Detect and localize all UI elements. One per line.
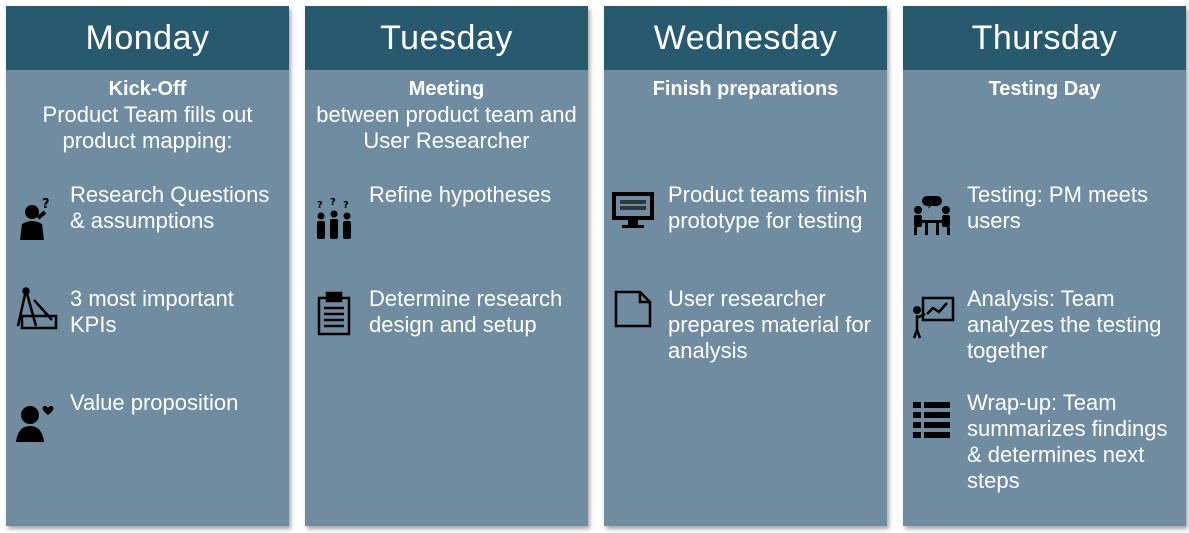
list-item: Refine hypotheses <box>369 182 552 207</box>
day-header: Monday <box>6 6 289 70</box>
svg-text:?: ? <box>317 200 323 211</box>
day-header: Wednesday <box>604 6 887 70</box>
column-thursday: Thursday Testing Day Testing: PM meets u… <box>903 6 1186 526</box>
column-monday: Monday Kick-Off Product Team fills out p… <box>6 6 289 526</box>
day-header: Thursday <box>903 6 1186 70</box>
presentation-icon <box>909 294 955 340</box>
list-icon <box>909 398 955 444</box>
svg-text:?: ? <box>330 197 336 208</box>
list-item: Testing: PM meets users <box>967 182 1148 233</box>
monitor-icon <box>610 186 656 232</box>
day-header: Tuesday <box>305 6 588 70</box>
thinking-person-icon: ? <box>12 196 58 242</box>
list-item: Product teams finish prototype for testi… <box>668 182 868 233</box>
clipboard-icon <box>311 290 357 336</box>
day-title: Kick-Off <box>108 78 187 100</box>
day-subtitle: between product team and User Researcher <box>316 102 577 153</box>
group-questions-icon: ??? <box>311 196 357 242</box>
column-wednesday: Wednesday Finish preparations Product te… <box>604 6 887 526</box>
day-title: Testing Day <box>988 78 1101 100</box>
svg-text:?: ? <box>42 197 50 212</box>
list-item: Research Questions & assumptions <box>70 182 270 233</box>
list-item: 3 most important KPIs <box>70 286 234 337</box>
svg-text:?: ? <box>343 200 349 211</box>
list-item: User researcher prepares material for an… <box>668 286 871 363</box>
day-title: Meeting <box>408 78 485 100</box>
day-subtitle: Product Team fills out product mapping: <box>42 102 253 153</box>
list-item: Wrap-up: Team summarizes findings & dete… <box>967 390 1168 493</box>
list-item: Analysis: Team analyzes the testing toge… <box>967 286 1162 363</box>
meeting-users-icon <box>909 192 955 238</box>
drafting-tools-icon <box>12 286 58 332</box>
person-heart-icon <box>12 398 58 444</box>
list-item: Determine research design and setup <box>369 286 563 337</box>
day-title: Finish preparations <box>652 78 839 100</box>
list-item: Value proposition <box>70 390 239 415</box>
document-icon <box>610 286 656 332</box>
column-tuesday: Tuesday Meeting between product team and… <box>305 6 588 526</box>
